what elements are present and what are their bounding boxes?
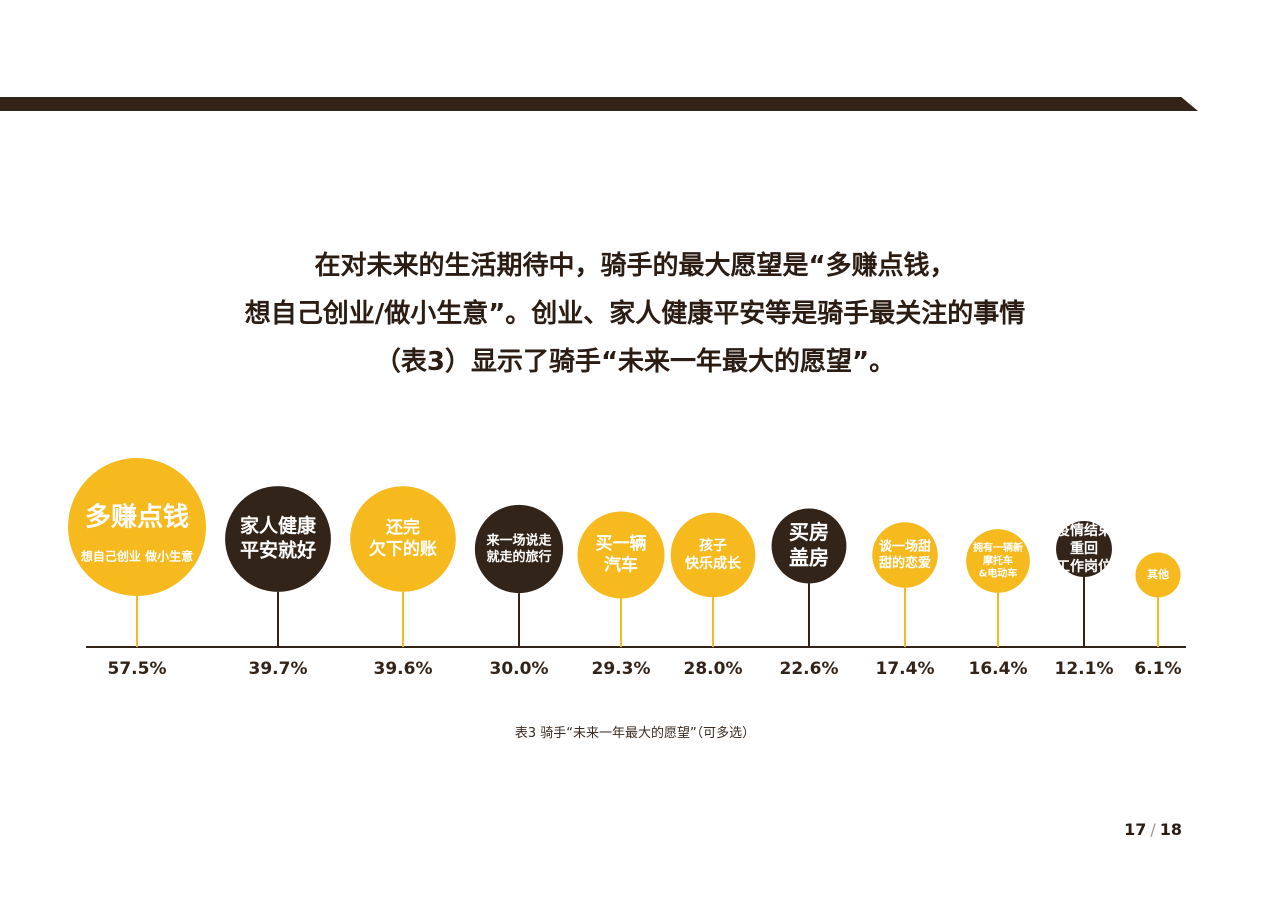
bubble-circle [670,512,756,598]
bubble-circle [350,486,456,592]
bubble-label: 家人健康 [240,514,317,537]
bubble-label: 摩托车 [983,554,1013,567]
bubble-circle [225,486,331,592]
bubble-label: 买一辆 [596,533,647,554]
bubble-label: 其他 [1147,567,1169,581]
bubble-label: 就走的旅行 [486,549,551,565]
bubble-circle [966,529,1030,593]
bubble-circle [1056,521,1112,577]
value-label: 28.0% [684,659,743,679]
value-label: 39.6% [374,659,433,679]
bubble-label: &电动车 [979,567,1018,580]
intro-line-3: （表3）显示了骑手“未来一年最大的愿望”。 [374,347,896,377]
bubble-circle [68,458,206,596]
bubble-label: 平安就好 [240,538,316,561]
bubble-label: 快乐成长 [685,555,742,572]
bubble-label: 重回 [1070,540,1098,557]
bubble-circle [872,522,938,588]
page-current: 17 [1124,820,1147,839]
value-label: 30.0% [490,659,549,679]
bubble-label: 汽车 [604,555,638,576]
bubble-label: 疫情结束 [1056,522,1113,539]
bubble-circle [474,504,564,594]
intro-line-1: 在对未来的生活期待中，骑手的最大愿望是“多赚点钱， [314,251,956,281]
intro-line-2: 想自己创业/做小生意”。创业、家人健康平安等是骑手最关注的事情 [244,299,1026,329]
bubble-circle [771,508,847,584]
value-label: 17.4% [876,659,935,679]
value-label: 29.3% [592,659,651,679]
bubble-circle [577,511,665,599]
value-label: 22.6% [780,659,839,679]
bubble-label: 工作岗位 [1056,558,1112,575]
bubble-label: 来一场说走 [485,532,552,548]
bubble-circle [1135,552,1181,598]
bubble-label: 欠下的账 [369,539,437,560]
page-separator: / [1150,820,1156,839]
chart-caption: 表3 骑手“未来一年最大的愿望”（可多选） [514,726,756,741]
page-total: 18 [1159,820,1182,839]
bubble-label: 孩子 [699,537,727,554]
bubble-label: 盖房 [789,545,829,569]
bubble-label: 还完 [385,517,420,538]
value-label: 12.1% [1055,659,1114,679]
bubble-sublabel: 想自己创业 做小生意 [80,549,193,564]
bubble-item: 其他 6.1% [1134,552,1182,679]
value-label: 57.5% [108,659,167,679]
bubble-label: 拥有一辆新 [973,541,1023,554]
value-label: 39.7% [249,659,308,679]
header-bar [0,97,1198,111]
bubble-label: 买房 [789,520,829,544]
intro-text: 在对未来的生活期待中，骑手的最大愿望是“多赚点钱， 想自己创业/做小生意”。创业… [0,242,1270,386]
bubble-label: 多赚点钱 [85,501,189,532]
value-label: 6.1% [1134,659,1181,679]
value-label: 16.4% [969,659,1028,679]
page-number: 17/18 [1124,820,1182,839]
bubble-label: 甜的恋爱 [879,555,931,571]
bubble-label: 谈一场甜 [879,538,931,554]
